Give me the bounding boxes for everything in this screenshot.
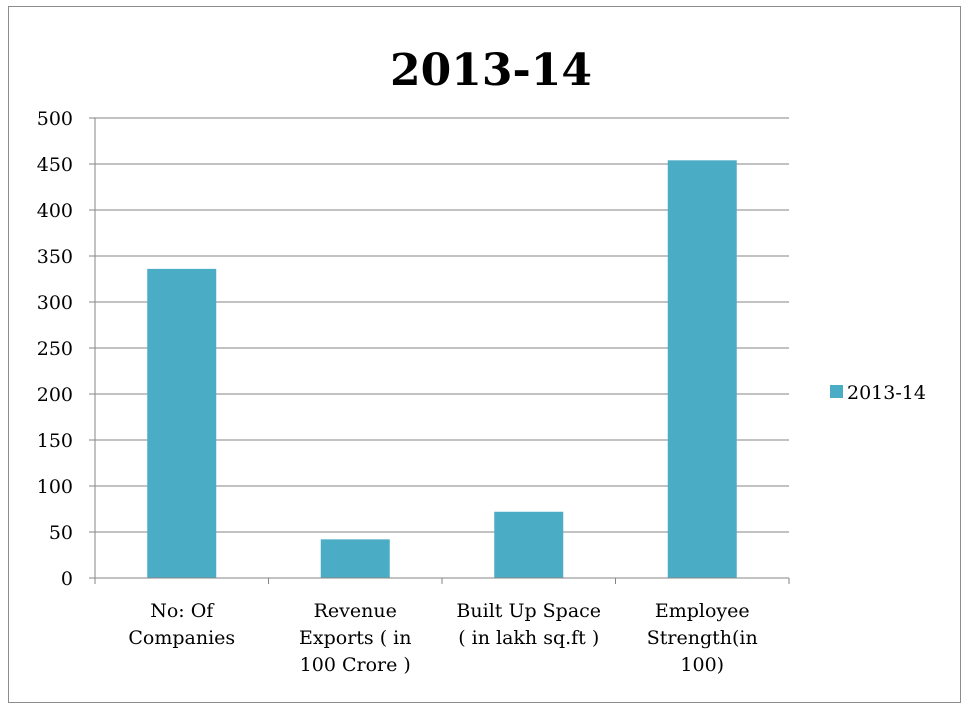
y-tick-label: 500	[37, 108, 73, 130]
y-tick-label: 300	[37, 292, 73, 314]
y-tick-label: 200	[37, 384, 73, 406]
category-label: Employee Strength(in 100)	[647, 600, 758, 676]
chart-container: 2013-14 0 50 100 150 200 250 300 350 400 450 500 N…	[8, 6, 961, 703]
axes	[94, 118, 790, 584]
x-axis-category-labels: No: Of Companies Revenue Exports ( in 100 Cr…	[128, 600, 757, 676]
category-label-line: 100)	[680, 654, 724, 676]
chart-title: 2013-14	[390, 45, 592, 96]
bar	[667, 160, 737, 578]
category-label: Built Up Space ( in lakh sq.ft )	[456, 600, 601, 649]
category-label: No: Of Companies	[128, 600, 235, 649]
category-label: Revenue Exports ( in 100 Crore )	[299, 600, 411, 676]
legend-label: 2013-14	[847, 382, 926, 404]
y-tick-label: 450	[37, 154, 73, 176]
legend-swatch	[830, 385, 843, 398]
bars	[147, 160, 737, 578]
category-label-line: Built Up Space	[456, 600, 601, 622]
bar	[494, 511, 564, 578]
bar	[320, 539, 390, 578]
y-axis-tick-labels: 0 50 100 150 200 250 300 350 400 450 500	[37, 108, 73, 590]
category-label-line: 100 Crore )	[300, 654, 411, 676]
category-label-line: No: Of	[150, 600, 215, 622]
bar	[147, 268, 217, 578]
category-label-line: Exports ( in	[299, 627, 411, 649]
y-tick-label: 100	[37, 476, 73, 498]
category-label-line: ( in lakh sq.ft )	[458, 627, 599, 649]
y-tick-label: 150	[37, 430, 73, 452]
y-tick-label: 350	[37, 246, 73, 268]
y-tick-label: 50	[49, 522, 73, 544]
category-label-line: Companies	[128, 627, 235, 649]
bar-chart: 2013-14 0 50 100 150 200 250 300 350 400 450 500 N…	[37, 45, 926, 676]
category-label-line: Revenue	[314, 600, 397, 622]
legend: 2013-14	[830, 382, 926, 404]
y-tick-label: 250	[37, 338, 73, 360]
category-label-line: Employee	[655, 600, 750, 622]
category-label-line: Strength(in	[647, 627, 758, 649]
y-tick-label: 0	[61, 568, 73, 590]
y-tick-label: 400	[37, 200, 73, 222]
